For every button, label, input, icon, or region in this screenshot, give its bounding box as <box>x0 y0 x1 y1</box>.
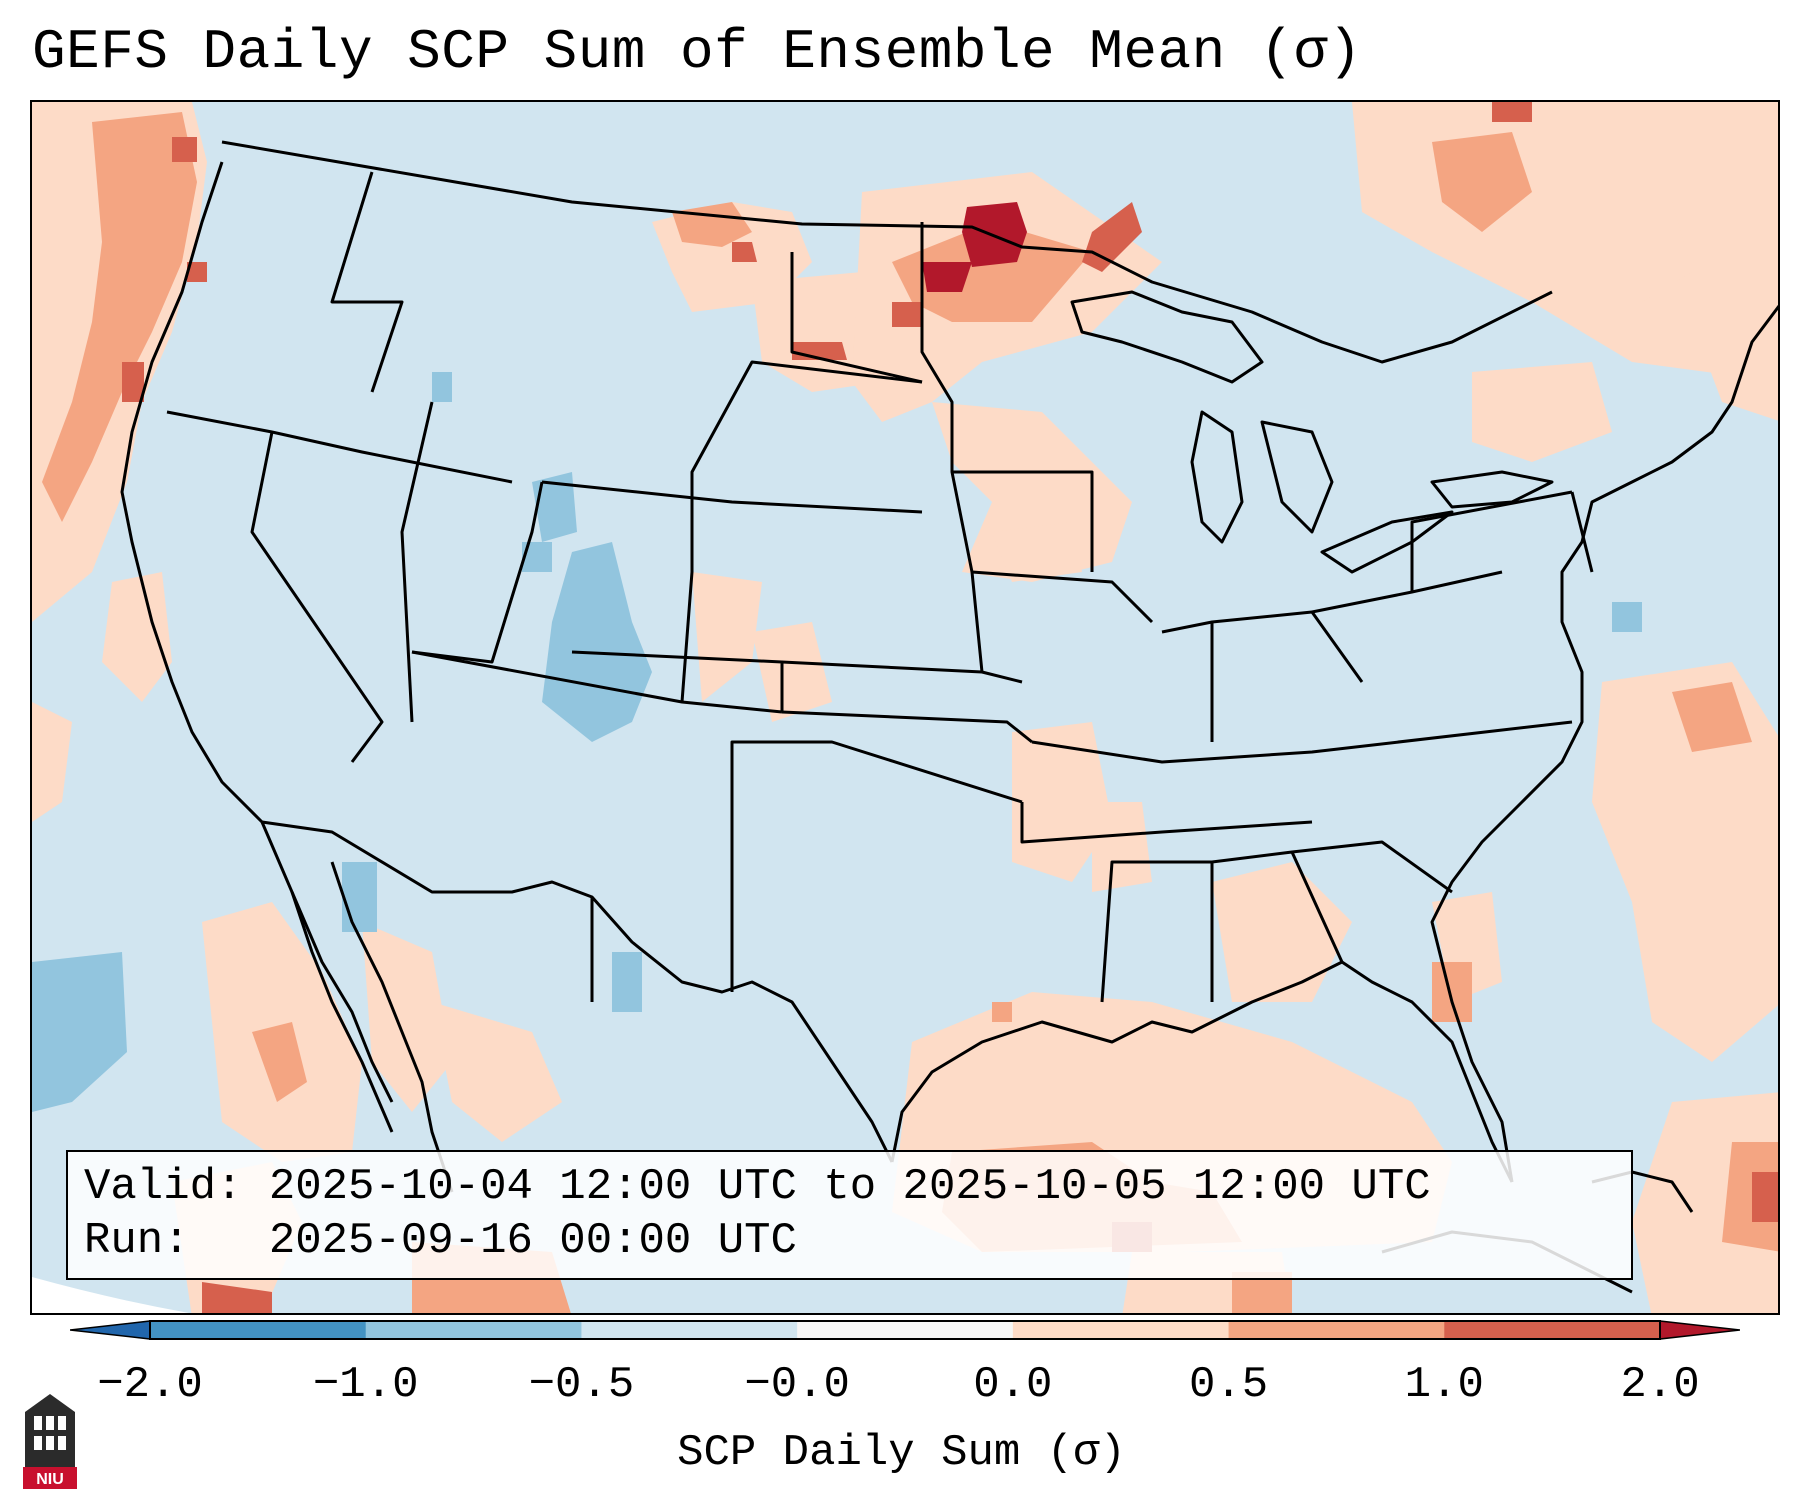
valid-row: Valid: 2025-10-04 12:00 UTC to 2025-10-0… <box>84 1160 1631 1214</box>
colorbar-tick-label: −2.0 <box>97 1360 203 1410</box>
colorbar-segment <box>1012 1321 1230 1339</box>
colorbar-tick-label: −0.5 <box>528 1360 635 1410</box>
colorbar-segment <box>365 1321 582 1339</box>
run-row: Run: 2025-09-16 00:00 UTC <box>84 1214 1631 1268</box>
colorbar-outline <box>149 1320 1661 1340</box>
colorbar-tick-label: 0.0 <box>973 1360 1053 1410</box>
run-label: Run: <box>84 1216 190 1266</box>
valid-value: 2025-10-04 12:00 UTC to 2025-10-05 12:00… <box>268 1162 1431 1212</box>
colorbar-tick-label: 0.5 <box>1188 1360 1269 1410</box>
colorbar-tick-label: −1.0 <box>312 1360 419 1410</box>
map-title: GEFS Daily SCP Sum of Ensemble Mean (σ) <box>32 20 1363 84</box>
colorbar-segment <box>1228 1321 1445 1339</box>
colorbar-segment <box>797 1321 1014 1339</box>
colorbar-tick-label: −0.0 <box>744 1360 850 1410</box>
niu-logo: NIU <box>23 1394 77 1489</box>
colorbar-segment <box>581 1321 798 1339</box>
info-box: Valid: 2025-10-04 12:00 UTC to 2025-10-0… <box>66 1150 1633 1280</box>
colorbar-tick-label: 2.0 <box>1620 1360 1700 1410</box>
colorbar-extend-min <box>70 1320 151 1340</box>
colorbar-extend-max <box>1659 1320 1740 1340</box>
colorbar-segment <box>150 1321 367 1339</box>
map-panel <box>30 100 1780 1315</box>
colorbar-label: SCP Daily Sum (σ) <box>677 1428 1126 1478</box>
colorbar <box>70 1320 1740 1340</box>
colorbar-tick-label: 1.0 <box>1404 1360 1484 1410</box>
logo-text: NIU <box>36 1471 64 1488</box>
projection-edge-left <box>32 1277 190 1313</box>
colorbar-segment <box>1444 1321 1661 1339</box>
run-value: 2025-09-16 00:00 UTC <box>268 1216 797 1266</box>
valid-label: Valid: <box>84 1162 243 1212</box>
map-canvas <box>32 102 1778 1313</box>
